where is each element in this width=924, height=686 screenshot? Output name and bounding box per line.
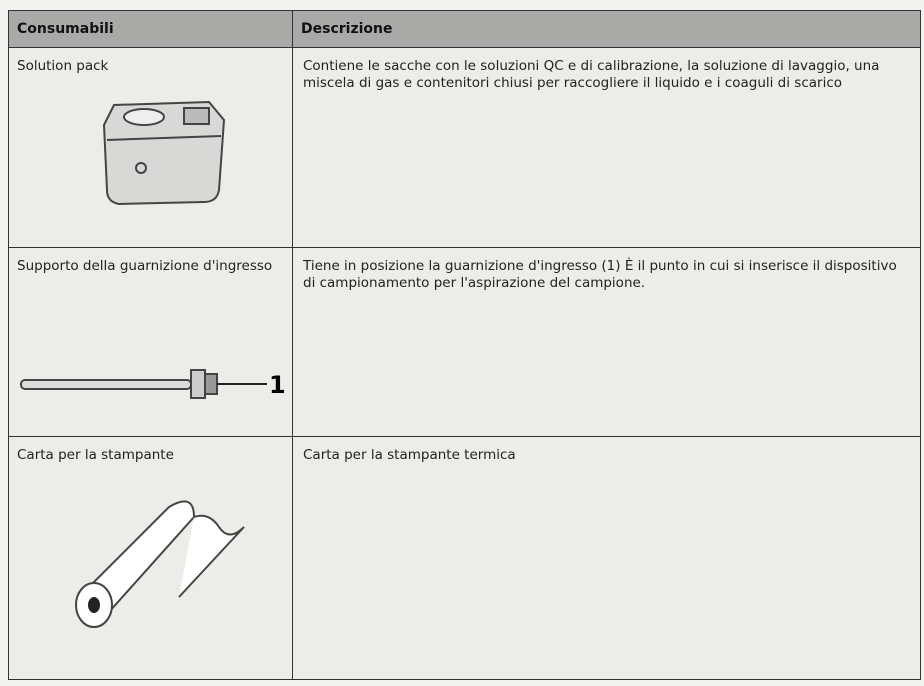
item-cell: Supporto della guarnizione d'ingresso 1: [8, 247, 293, 437]
row: Supporto della guarnizione d'ingresso 1 …: [8, 247, 921, 437]
callout-label: 1: [269, 371, 286, 399]
description-cell: Contiene le sacche con le soluzioni QC e…: [292, 47, 921, 248]
description-cell: Tiene in posizione la guarnizione d'ingr…: [292, 247, 921, 437]
item-name: Supporto della guarnizione d'ingresso: [17, 258, 273, 274]
item-cell: Solution pack: [8, 47, 293, 248]
inlet-gasket-illustration: 1: [20, 369, 286, 399]
consumables-table: Consumabili Descrizione Solution pack Co…: [8, 10, 921, 680]
description-cell: Carta per la stampante termica: [292, 436, 921, 680]
row: Solution pack Contiene le sacche con le …: [8, 47, 921, 248]
header-cell: Descrizione: [292, 10, 921, 48]
header-cell: Consumabili: [8, 10, 293, 48]
paper-roll-illustration: [75, 500, 245, 628]
header-row: Consumabili Descrizione: [8, 10, 921, 48]
item-cell: Carta per la stampante: [8, 436, 293, 680]
row: Carta per la stampante Carta per la stam…: [8, 436, 921, 680]
item-name: Solution pack: [17, 58, 109, 74]
item-name: Carta per la stampante: [17, 447, 174, 463]
solution-pack-illustration: [102, 100, 226, 206]
